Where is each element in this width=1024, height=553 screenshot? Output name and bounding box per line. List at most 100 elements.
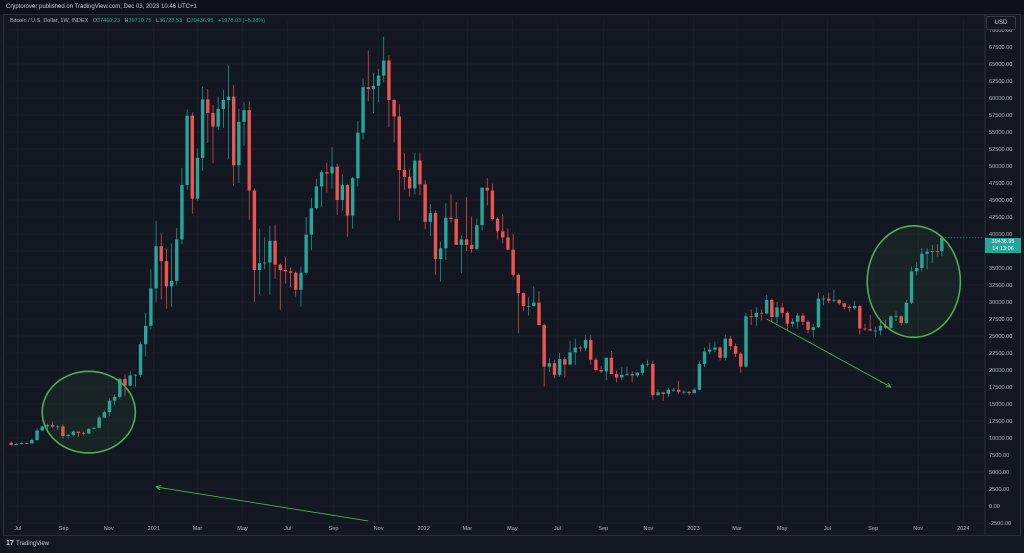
candle-body (516, 274, 520, 294)
x-tick-label: Sep (868, 526, 878, 532)
candle-body (387, 60, 391, 101)
candle-body (687, 391, 691, 394)
candle-body (501, 231, 505, 238)
y-tick-label: 20000.00 (989, 368, 1012, 374)
candle-body (930, 251, 934, 252)
candle-body (475, 225, 479, 249)
candle-body (195, 157, 200, 199)
candle-body (661, 392, 665, 394)
y-tick-label: 57500.00 (989, 113, 1012, 119)
candle-body (418, 160, 422, 185)
candle-body (438, 248, 443, 260)
y-tick-label: 27500.00 (989, 317, 1012, 323)
x-tick-label: 2022 (417, 526, 429, 532)
candle-body (480, 187, 484, 226)
candle-body (676, 389, 681, 392)
candle-body (366, 87, 370, 90)
candle-body (350, 178, 355, 216)
y-tick-label: 42500.00 (989, 215, 1012, 221)
candle-body (640, 364, 645, 373)
candle-body (335, 166, 339, 200)
candle-body (24, 443, 29, 444)
candle-body (671, 389, 676, 391)
y-tick-label: 55000.00 (989, 130, 1012, 136)
y-tick-label: 70000.00 (989, 28, 1012, 34)
candle-body (925, 251, 929, 254)
y-tick-label: 10000.00 (989, 436, 1012, 442)
candle-body (314, 186, 319, 209)
y-tick-label: 52500.00 (989, 147, 1012, 153)
x-tick-label: Nov (374, 526, 384, 532)
y-tick-label: 12500.00 (989, 419, 1012, 425)
y-tick-label: 45000.00 (989, 198, 1012, 204)
candle-body (273, 240, 277, 265)
candle-body (697, 363, 702, 390)
y-tick-label: 7500.00 (989, 453, 1009, 459)
candle-body (361, 87, 365, 133)
candle-body (940, 237, 944, 252)
arrow-pointing-2023-circle (766, 318, 892, 388)
y-tick-label: 60000.00 (989, 96, 1012, 102)
candle-body (594, 359, 598, 370)
candle-body (330, 166, 334, 174)
tradingview-brand[interactable]: TradingView (16, 541, 50, 547)
candle-body (490, 190, 495, 220)
x-tick-label: Nov (643, 526, 653, 532)
y-tick-label: 15000.00 (989, 402, 1012, 408)
candle-body (832, 299, 836, 301)
candle-body (216, 108, 220, 127)
candle-body (904, 302, 909, 324)
candle-body (397, 116, 401, 171)
candle-body (915, 268, 919, 272)
candle-body (299, 272, 303, 290)
candle-body (413, 160, 417, 189)
candle-body (123, 378, 127, 386)
candle-body (625, 374, 629, 375)
candle-body (164, 261, 169, 287)
candle-body (444, 217, 448, 249)
currency-button[interactable]: USD (986, 16, 1016, 30)
candle-body (45, 425, 50, 427)
candle-body (811, 327, 815, 330)
candle-body (739, 353, 743, 367)
candle-body (40, 426, 44, 431)
last-price-tag: 39436.95 14:13:06 (985, 238, 1021, 253)
y-tick-label: 40000.00 (989, 232, 1012, 238)
candle-body (81, 432, 86, 434)
candle-body (764, 299, 769, 314)
candle-body (583, 340, 588, 349)
circle-2023-breakout (866, 225, 962, 339)
candle-body (620, 374, 624, 378)
candle-body (806, 321, 810, 330)
y-tick-label: 5000.00 (989, 470, 1009, 476)
candle-body (149, 288, 153, 326)
candle-body (190, 115, 194, 199)
candle-body (294, 272, 298, 290)
candle-body (257, 263, 262, 271)
tradingview-logo-icon[interactable]: 17 (6, 540, 14, 547)
candle-body (909, 271, 914, 303)
close-label: C (186, 18, 191, 24)
candle-body (464, 239, 469, 245)
candle-body (263, 262, 267, 264)
candle-body (868, 329, 872, 331)
low-label: L (156, 18, 160, 24)
x-tick-label: Mar (732, 526, 742, 532)
publisher-line: Cryptorover published on TradingView.com… (0, 0, 1024, 14)
candle-body (521, 293, 526, 307)
candle-body (775, 307, 779, 317)
y-tick-label: 0.00 (989, 504, 1000, 510)
y-tick-label: 67500.00 (989, 45, 1012, 51)
candle-body (382, 60, 386, 76)
candle-body (485, 187, 489, 191)
x-tick-label: Sep (329, 526, 339, 532)
bar-countdown: 14:13:06 (992, 246, 1014, 252)
candle-body (666, 389, 671, 394)
candle-body (304, 234, 308, 273)
candle-body (309, 208, 314, 235)
candle-body (470, 244, 474, 249)
candle-body (702, 351, 707, 364)
candle-body (428, 212, 433, 222)
candle-body (873, 330, 878, 332)
